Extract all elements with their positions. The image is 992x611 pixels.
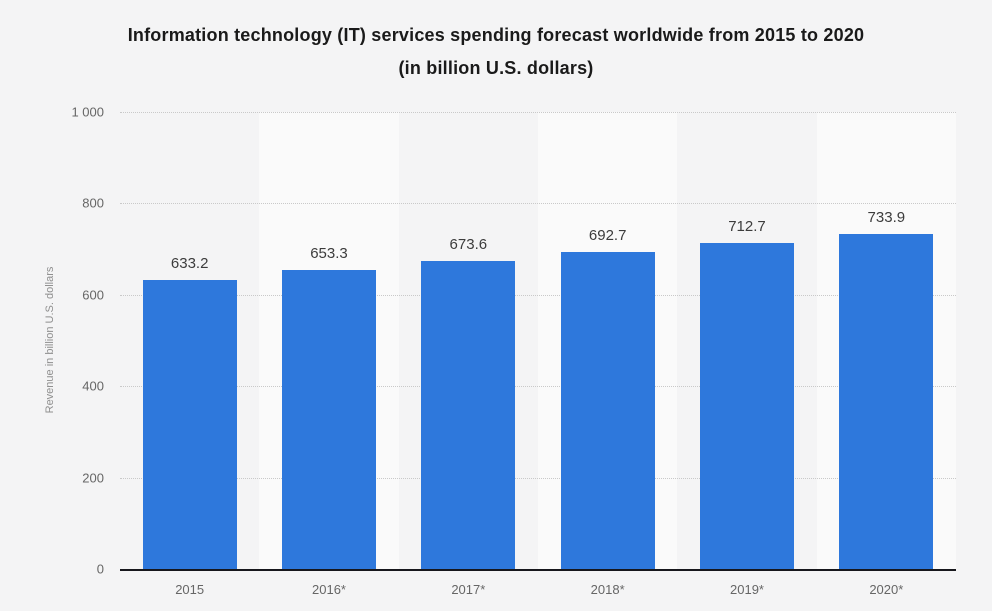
y-tick-label-600: 600 <box>82 287 104 303</box>
value-label-2017: 673.6 <box>449 236 488 254</box>
y-tick-label-400: 400 <box>82 378 104 394</box>
chart-title: Information technology (IT) services spe… <box>0 19 992 85</box>
value-label-2016: 653.3 <box>310 245 348 263</box>
y-tick-label-0: 0 <box>96 561 104 577</box>
gridline-1000 <box>120 112 956 113</box>
gridline-600 <box>120 294 956 296</box>
gridline-400 <box>120 386 956 388</box>
x-axis-line <box>120 569 956 571</box>
chart-title-line1: Information technology (IT) services spe… <box>127 25 865 45</box>
bar-2015[interactable] <box>142 279 237 569</box>
x-tick-label-2018: 2018* <box>590 582 625 597</box>
gridline-800 <box>120 203 956 205</box>
value-label-2019: 712.7 <box>728 218 766 236</box>
y-tick-label-800: 800 <box>82 195 104 211</box>
x-tick-label-2020: 2020* <box>869 582 904 597</box>
x-tick-label-2016: 2016* <box>312 582 346 597</box>
bar-2019[interactable] <box>700 243 794 569</box>
value-label-2020: 733.9 <box>867 208 906 226</box>
gridline-200 <box>120 477 956 479</box>
bar-2018[interactable] <box>560 252 655 569</box>
bar-2016[interactable] <box>282 270 376 569</box>
bar-2020[interactable] <box>839 233 934 569</box>
x-tick-label-2015: 2015 <box>175 582 205 597</box>
y-tick-label-200: 200 <box>82 470 104 486</box>
x-tick-label-2019: 2019* <box>730 582 764 597</box>
chart-title-line2: (in billion U.S. dollars) <box>398 58 594 78</box>
value-label-2018: 692.7 <box>588 227 627 245</box>
value-label-2015: 633.2 <box>170 254 209 272</box>
bar-2017[interactable] <box>421 261 516 569</box>
y-tick-label-1000: 1 000 <box>71 104 104 120</box>
x-tick-label-2017: 2017* <box>451 582 486 597</box>
plot-area: 0 200 400 600 800 1 000 633.2 2015 653.3 2016* 673… <box>71 105 956 597</box>
